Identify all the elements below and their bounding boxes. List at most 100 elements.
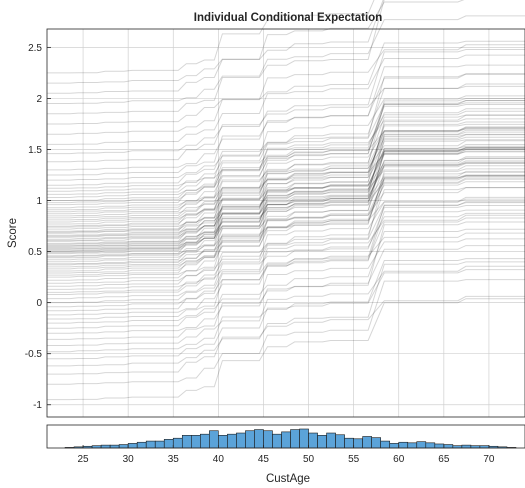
histogram-bar — [461, 444, 472, 449]
histogram-bar — [299, 428, 309, 449]
ice-curve — [47, 126, 525, 206]
ice-curve — [47, 162, 525, 263]
ice-curve — [47, 298, 525, 401]
y-tick-label: 2.5 — [28, 43, 42, 54]
ice-curve — [47, 201, 525, 290]
ice-curve — [47, 128, 525, 223]
ice-curve — [47, 146, 525, 266]
ice-curve — [47, 127, 525, 217]
ice-curve — [47, 147, 525, 236]
histogram-bar — [380, 440, 391, 449]
histogram-bar — [118, 444, 129, 449]
histogram-bar — [100, 444, 111, 449]
ice-curve — [47, 15, 525, 104]
ice-curve — [47, 49, 525, 155]
ice-curve — [47, 139, 525, 245]
ice-curve — [47, 228, 525, 329]
ice-curve — [47, 196, 525, 276]
ice-curve — [47, 0, 385, 115]
ice-curve — [47, 102, 525, 209]
y-axis-label: Score — [7, 218, 19, 248]
histogram-bar — [317, 435, 327, 449]
ice-curve — [47, 165, 525, 244]
ice-curve — [47, 148, 525, 228]
ice-curve — [47, 134, 525, 225]
ice-curve — [47, 148, 525, 248]
ice-curve — [47, 54, 525, 145]
histogram-bar — [245, 430, 255, 449]
histogram-bar — [154, 440, 165, 449]
ice-curve — [47, 108, 525, 211]
x-axis-ticks: 25 30 35 40 45 50 55 60 65 70 — [78, 445, 495, 465]
histogram-bar — [398, 441, 409, 449]
histogram-bar — [290, 429, 300, 449]
y-tick-label: 0.5 — [28, 247, 42, 258]
ice-curve — [47, 151, 525, 258]
ice-curve — [47, 85, 525, 186]
ice-curve — [47, 209, 525, 316]
ice-grid — [47, 29, 525, 417]
histogram-bar — [416, 441, 427, 449]
x-tick-label: 40 — [213, 454, 225, 465]
histogram-bar — [109, 444, 120, 449]
histogram-bar — [181, 435, 192, 449]
x-tick-label: 70 — [483, 454, 495, 465]
ice-curve — [47, 217, 525, 320]
ice-curve — [47, 175, 525, 261]
ice-curve — [47, 161, 525, 247]
ice-curve — [47, 187, 525, 287]
ice-curve — [47, 0, 465, 84]
ice-curve — [47, 258, 525, 353]
ice-lines — [47, 0, 525, 401]
histogram-bar — [127, 443, 138, 449]
histogram-bar — [389, 443, 400, 449]
x-tick-label: 30 — [123, 454, 135, 465]
histogram-bar — [136, 441, 147, 449]
ice-curve — [47, 158, 525, 253]
histogram-bar — [434, 443, 445, 449]
ice-curve — [47, 279, 525, 385]
x-axis-label: CustAge — [266, 473, 310, 485]
x-tick-label: 65 — [438, 454, 450, 465]
x-tick-label: 50 — [303, 454, 315, 465]
histogram-bar — [362, 436, 372, 449]
chart-title: Individual Conditional Expectation — [194, 12, 382, 24]
ice-curve — [47, 0, 375, 74]
ice-curve — [47, 149, 525, 255]
ice-curve — [47, 131, 525, 250]
ice-curve — [47, 178, 525, 281]
x-tick-label: 25 — [78, 454, 90, 465]
histogram-bar — [145, 440, 156, 449]
ice-curve — [47, 64, 525, 171]
histogram-bars — [64, 428, 517, 449]
ice-curve — [47, 123, 525, 230]
ice-curve — [47, 150, 525, 241]
x-tick-label: 60 — [393, 454, 405, 465]
ice-curve — [47, 114, 525, 195]
histogram-bar — [263, 430, 273, 449]
ice-curve — [47, 174, 525, 293]
histogram-frame — [46, 424, 525, 449]
ice-curve — [47, 187, 525, 268]
histogram-bar — [191, 435, 201, 449]
histogram-bar — [443, 444, 454, 449]
ice-curve — [47, 129, 525, 232]
histogram-bar — [272, 433, 282, 449]
ice-curve — [47, 147, 525, 233]
ice-curve — [47, 265, 525, 346]
histogram-bar — [200, 433, 210, 449]
ice-curve — [47, 175, 525, 265]
ice-curve — [47, 95, 525, 181]
ice-curve — [47, 245, 525, 334]
ice-curve — [47, 171, 525, 278]
ice-curve — [47, 269, 525, 360]
histogram-bar — [163, 439, 174, 449]
ice-curve — [47, 110, 525, 201]
histogram-bar — [236, 432, 246, 449]
y-tick-label: 2 — [36, 94, 42, 105]
ice-curve — [47, 202, 525, 308]
ice-curve — [47, 121, 525, 227]
ice-curve — [47, 136, 525, 242]
ice-curve — [47, 232, 525, 312]
histogram-bar — [308, 432, 318, 449]
